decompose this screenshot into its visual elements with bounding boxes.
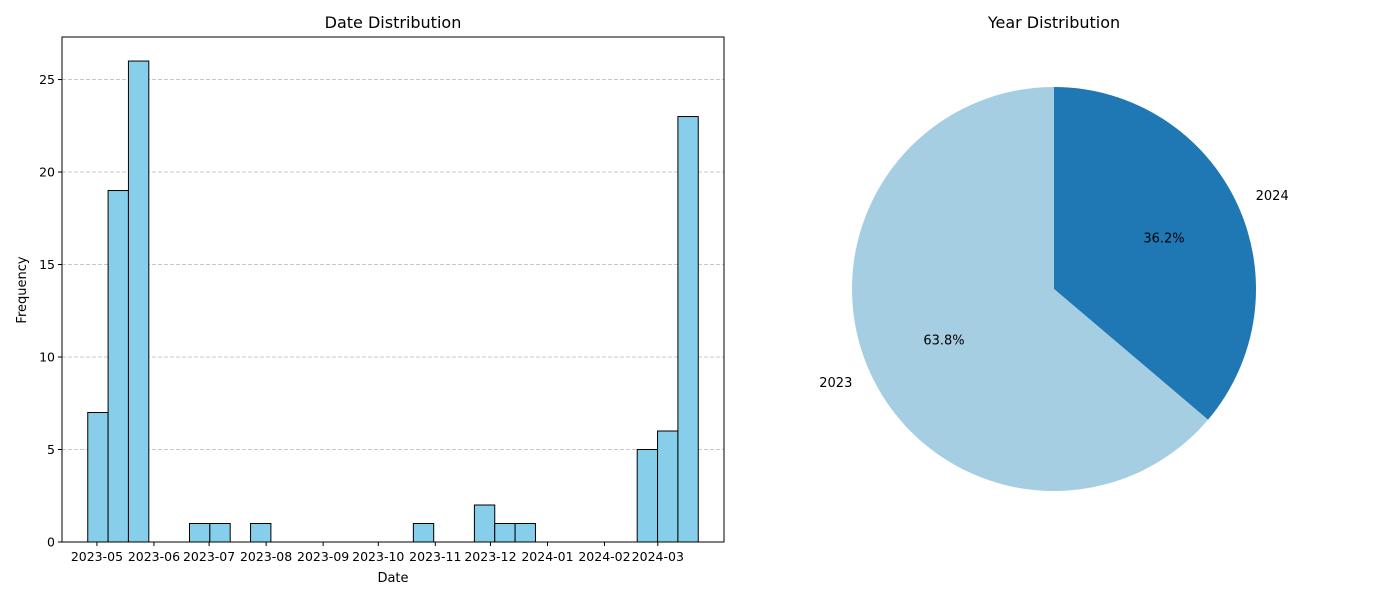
- pie-label-2023: 2023: [819, 376, 852, 391]
- histogram-bar-8: [250, 523, 272, 543]
- x-tick-label-0: 2023-05: [71, 549, 123, 564]
- y-tick-label-2: 10: [39, 350, 55, 365]
- histogram-y-axis-label: Frequency: [15, 256, 30, 323]
- pie-panel: Year Distribution 2024 36.2% 2023 63.8%: [819, 13, 1289, 492]
- pie-label-2024: 2024: [1256, 189, 1289, 204]
- y-tick-label-1: 5: [47, 442, 55, 457]
- histogram-bar-27: [636, 449, 659, 543]
- pie-slice-2023: [852, 87, 1209, 492]
- x-tick-label-10: 2024-03: [632, 549, 684, 564]
- x-tick-label-4: 2023-09: [297, 549, 349, 564]
- pie-labels: 2024 36.2% 2023 63.8%: [819, 189, 1288, 391]
- pie-percent-2023: 63.8%: [923, 333, 964, 348]
- x-tick-label-9: 2024-02: [578, 549, 630, 564]
- histogram-bar-5: [188, 523, 211, 543]
- histogram-gridlines: [62, 79, 724, 451]
- histogram-bar-19: [473, 504, 496, 543]
- x-tick-label-3: 2023-08: [240, 549, 292, 564]
- histogram-bar-6: [209, 523, 231, 543]
- histogram-bar-16: [412, 523, 435, 543]
- y-tick-label-4: 20: [39, 165, 55, 180]
- pie-title: Year Distribution: [987, 13, 1120, 32]
- y-tick-label-3: 15: [39, 257, 55, 272]
- histogram-title: Date Distribution: [325, 13, 462, 32]
- x-tick-label-2: 2023-07: [183, 549, 235, 564]
- histogram-x-ticks: 2023-05 2023-06 2023-07 2023-08 2023-09 2023-…: [71, 542, 684, 564]
- histogram-panel: Date Distribution 0 5 10 15 20 25 2023-05 2023…: [15, 13, 725, 586]
- histogram-axes-frame: [61, 36, 725, 543]
- pie-percent-2024: 36.2%: [1143, 232, 1184, 247]
- histogram-x-axis-label: Date: [377, 571, 408, 586]
- histogram-bar-28: [657, 430, 679, 543]
- x-tick-label-7: 2023-12: [464, 549, 516, 564]
- pie-slice-2024: [1054, 87, 1256, 420]
- y-tick-label-5: 25: [39, 72, 55, 87]
- x-tick-label-8: 2024-01: [521, 549, 573, 564]
- x-tick-label-1: 2023-06: [128, 549, 180, 564]
- histogram-bar-21: [514, 523, 536, 543]
- histogram-bar-0: [87, 412, 109, 543]
- histogram-y-ticks: 0 5 10 15 20 25: [39, 72, 62, 550]
- histogram-bar-2: [127, 60, 150, 543]
- histogram-bar-1: [107, 190, 129, 543]
- x-tick-label-5: 2023-10: [352, 549, 404, 564]
- x-tick-label-6: 2023-11: [409, 549, 461, 564]
- histogram-bar-29: [677, 116, 699, 543]
- histogram-bars: [87, 60, 699, 543]
- histogram-bar-20: [494, 523, 516, 543]
- pie-slices: [852, 87, 1256, 492]
- y-tick-label-0: 0: [47, 535, 55, 550]
